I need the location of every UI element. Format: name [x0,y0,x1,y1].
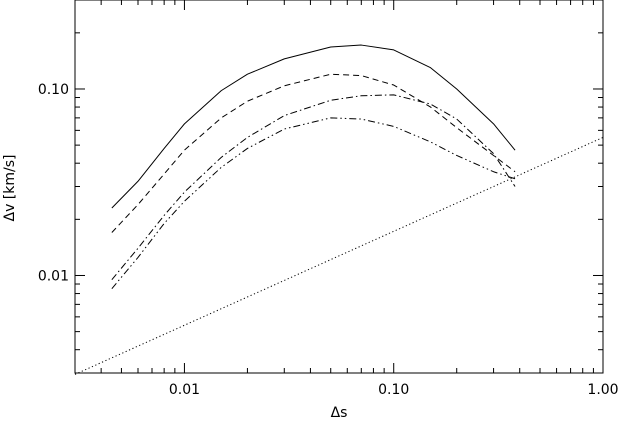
plot-frame [74,0,604,374]
y-tick-label: 0.01 [38,268,69,284]
y-axis-label: Δv [km/s] [2,155,18,222]
axis-ticks [74,0,604,374]
series-group [74,44,604,375]
x-tick-label: 0.01 [169,382,200,398]
y-tick-label: 0.10 [38,82,69,98]
x-tick-label: 1.00 [587,382,618,398]
series-line-dash-dot [111,94,516,280]
x-axis-label: Δs [331,405,348,421]
tick-labels: 0.01 0.10 1.00 0.01 0.10 [38,82,619,398]
series-line-dashed [111,73,516,233]
series-line-dotted [74,136,604,375]
series-line-solid [111,44,516,209]
x-tick-label: 0.10 [378,382,409,398]
series-line-dash-dot-dot [111,117,516,289]
